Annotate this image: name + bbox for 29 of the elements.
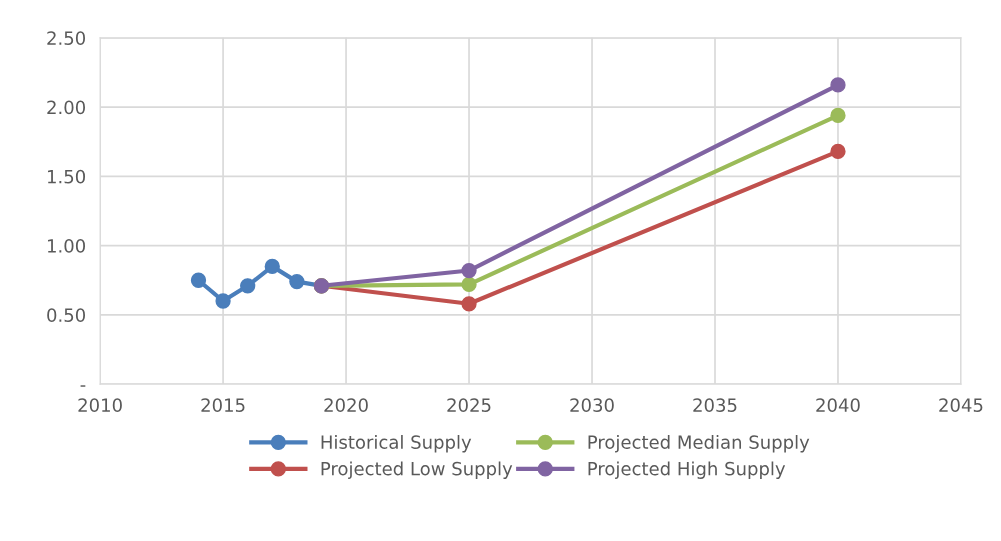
point: [461, 296, 477, 312]
point: [264, 258, 280, 275]
point: [830, 143, 846, 160]
y-tick-label: 1.50: [47, 169, 86, 184]
point: [215, 293, 231, 309]
y-tick-label: 1.00: [47, 239, 86, 253]
point: [190, 272, 207, 288]
legend-label: Projected Low Supply: [321, 461, 513, 479]
y-tick-label: -: [80, 385, 86, 387]
legend-label: Projected High Supply: [588, 461, 786, 479]
point: [830, 107, 846, 124]
y-tick-label: 2.00: [47, 100, 86, 115]
x-tick-label: 2010: [78, 398, 122, 412]
x-tick-label: 2045: [939, 398, 983, 412]
legend-label: Historical Supply: [321, 434, 472, 453]
y-tick-label: 2.50: [47, 31, 86, 45]
x-tick-label: 2040: [816, 398, 860, 412]
point: [461, 262, 477, 279]
x-tick-label: 2035: [693, 398, 737, 412]
x-tick-label: 2020: [324, 398, 368, 412]
x-tick-label: 2015: [201, 398, 245, 412]
x-tick-label: 2030: [570, 398, 614, 412]
point: [289, 273, 305, 290]
point: [830, 77, 846, 93]
y-tick-label: 0.50: [47, 308, 86, 322]
point: [461, 276, 477, 293]
x-tick-label: 2025: [447, 398, 491, 412]
point: [240, 278, 256, 294]
legend-label: Projected Median Supply: [588, 434, 810, 453]
